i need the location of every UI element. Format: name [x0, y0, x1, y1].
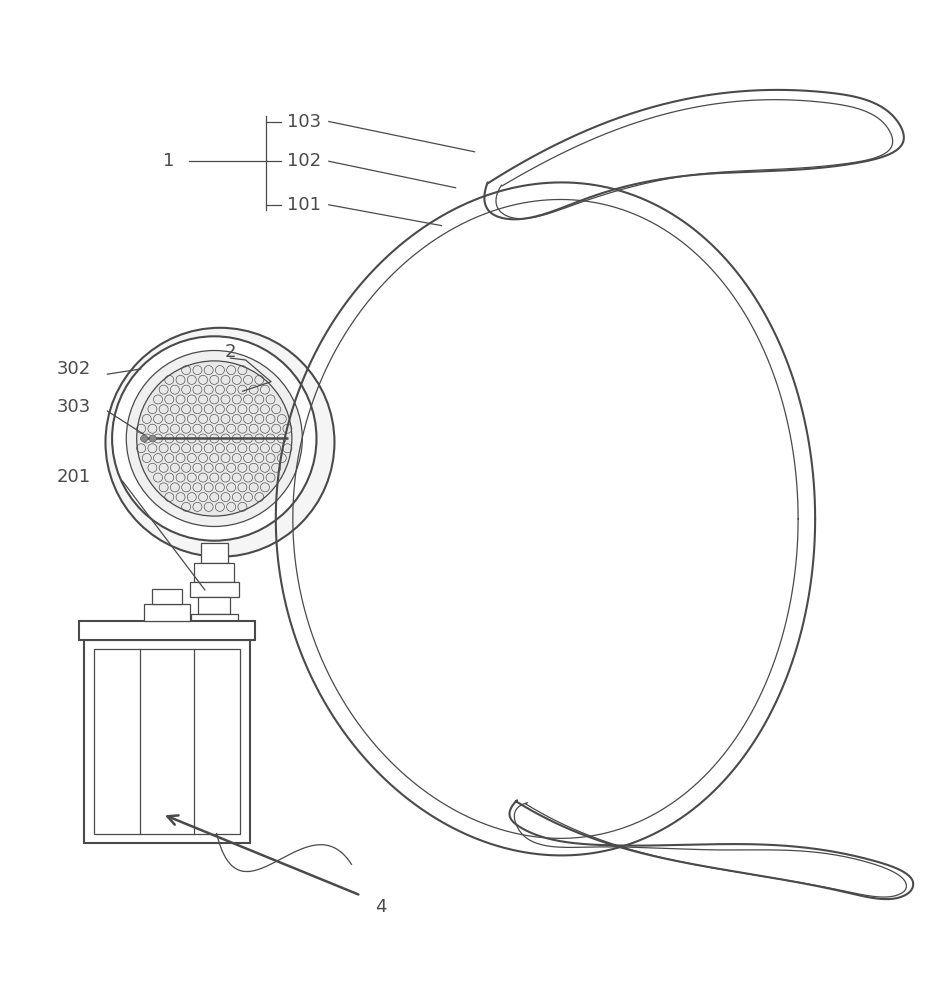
- Circle shape: [137, 361, 292, 516]
- Bar: [201, 543, 228, 563]
- Text: 1: 1: [163, 152, 175, 170]
- Bar: [79, 621, 255, 640]
- Text: 4: 4: [375, 898, 386, 916]
- Circle shape: [126, 350, 303, 526]
- Text: 303: 303: [56, 398, 90, 416]
- Circle shape: [149, 435, 157, 442]
- Bar: [191, 614, 238, 630]
- Text: 302: 302: [56, 360, 90, 378]
- Text: 201: 201: [56, 468, 90, 486]
- Bar: [94, 649, 240, 834]
- Bar: [152, 589, 182, 604]
- Bar: [195, 563, 234, 582]
- Circle shape: [140, 435, 148, 442]
- Text: 101: 101: [288, 196, 321, 214]
- Bar: [190, 582, 239, 597]
- Circle shape: [105, 328, 334, 557]
- Bar: [198, 597, 231, 614]
- Bar: [144, 604, 190, 621]
- Text: 2: 2: [225, 343, 236, 361]
- Text: 102: 102: [288, 152, 322, 170]
- Text: 103: 103: [288, 113, 322, 131]
- Circle shape: [112, 336, 316, 541]
- Bar: [84, 640, 250, 843]
